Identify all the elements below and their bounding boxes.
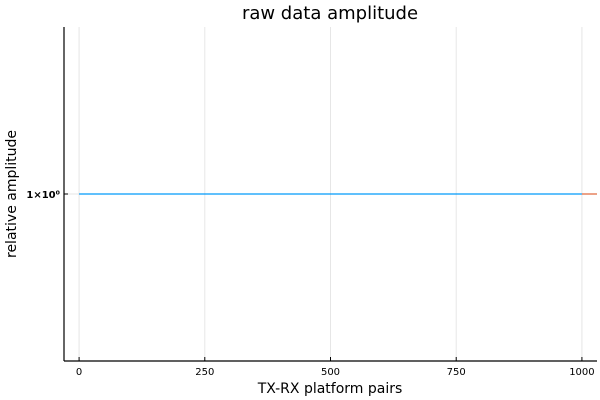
x-tick-label: 250 bbox=[195, 367, 214, 378]
chart-title: raw data amplitude bbox=[242, 3, 418, 24]
x-tick-label: 1000 bbox=[569, 367, 594, 378]
y-axis-label: relative amplitude bbox=[4, 130, 20, 258]
x-tick-label: 500 bbox=[321, 367, 340, 378]
ticks-layer: 0 250 500 750 1000 1×10⁰ bbox=[26, 190, 594, 378]
x-tick-label: 0 bbox=[76, 367, 82, 378]
x-axis-label: TX-RX platform pairs bbox=[257, 381, 403, 397]
x-tick-label: 750 bbox=[447, 367, 466, 378]
y-tick-label: 1×10⁰ bbox=[26, 190, 60, 201]
